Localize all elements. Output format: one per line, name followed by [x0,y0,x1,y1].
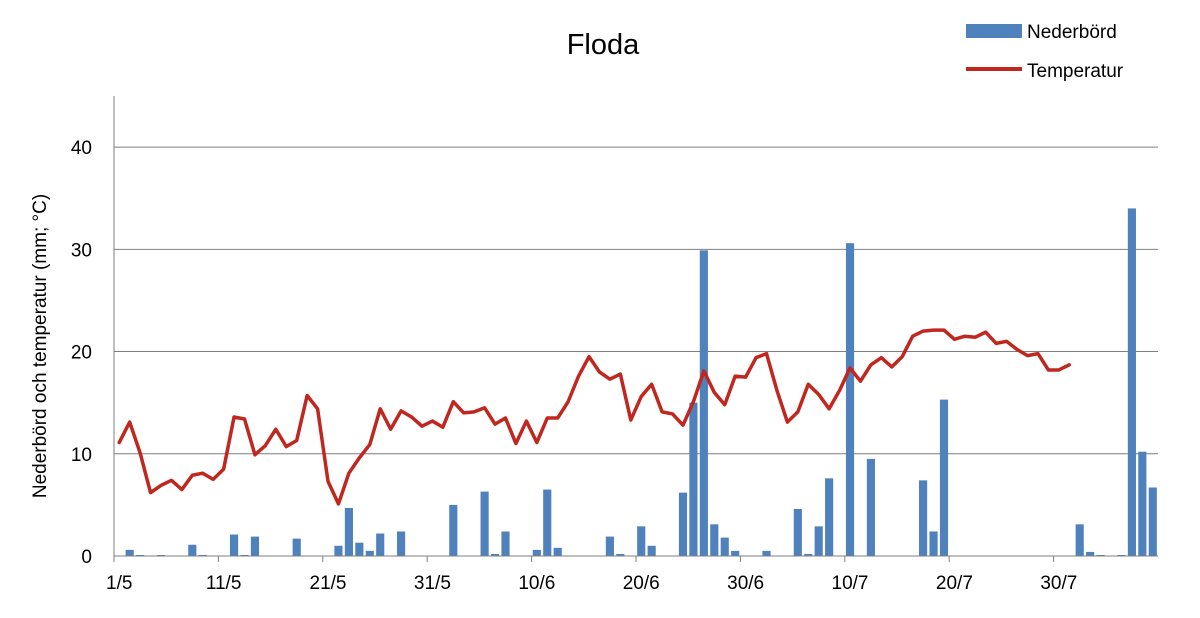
precipitation-bar [804,553,813,556]
precipitation-bar [1138,451,1147,556]
precipitation-bar [397,531,406,556]
precipitation-bar [689,402,698,556]
precipitation-bar [616,553,625,556]
x-axis-ticks: 1/5 11/5 21/5 31/5 10/6 20/6 30/6 10/7 20/7 30/7 [106,556,1077,594]
x-tick-label: 31/5 [414,573,451,594]
precipitation-bar [845,243,855,556]
precipitation-bar [1148,487,1157,556]
chart-title: Floda [567,29,640,61]
precipitation-bar [125,549,134,556]
precipitation-bar [449,504,458,556]
precipitation-bar [919,480,928,556]
precipitation-bar [543,489,552,556]
precipitation-bar [1127,208,1136,556]
precipitation-bar [344,507,353,556]
x-tick-label: 30/7 [1040,573,1077,594]
precipitation-bar [490,553,500,556]
precipitation-bar [229,534,239,556]
precipitation-bar [292,538,301,556]
precipitation-bars [125,208,1157,556]
precipitation-bar [532,549,541,556]
precipitation-bar [1075,524,1084,556]
legend-label-nederbord: Nederbörd [1027,22,1117,43]
precipitation-bar [334,545,343,556]
precipitation-bar [365,550,374,556]
y-tick-label: 30 [71,240,92,261]
precipitation-bar [1117,554,1126,556]
precipitation-bar [480,491,489,556]
precipitation-bar [198,554,207,556]
y-tick-label: 20 [71,343,92,364]
x-tick-label: 1/5 [106,573,132,594]
x-tick-label: 21/5 [310,573,347,594]
precipitation-bar [136,554,145,556]
precipitation-bar [553,547,562,556]
legend: Nederbörd Temperatur [966,22,1124,82]
x-tick-label: 10/6 [518,573,555,594]
precipitation-bar [355,542,364,556]
precipitation-bar [647,545,656,556]
precipitation-bar [762,550,771,556]
precipitation-bar [678,492,688,556]
y-axis-ticks: 0 10 20 30 40 [71,138,92,568]
precipitation-bar [188,544,197,556]
y-tick-label: 0 [81,547,92,568]
temperature-line [117,328,1072,506]
precipitation-bar [1086,551,1095,556]
x-tick-label: 20/6 [623,573,660,594]
x-tick-label: 11/5 [206,573,242,594]
precipitation-bar [250,536,260,556]
precipitation-bar [156,554,166,556]
precipitation-bar [866,458,875,556]
legend-swatch-nederbord [966,24,1022,38]
y-tick-label: 10 [71,445,92,466]
precipitation-bar [710,524,719,556]
precipitation-bar [605,536,614,556]
precipitation-bar [720,537,729,556]
temperature-line-layer [117,328,1072,506]
x-tick-label: 20/7 [936,573,973,594]
legend-label-temperatur: Temperatur [1027,61,1124,82]
precipitation-bar [637,526,646,556]
precipitation-bar [376,533,385,556]
y-tick-label: 40 [71,138,92,159]
grid-lines [114,146,1158,455]
precipitation-bar [1096,554,1105,556]
precipitation-bar [939,399,949,556]
axes [113,96,1158,557]
precipitation-bar [699,250,708,556]
precipitation-bar [793,508,802,556]
y-axis-title: Nederbörd och temperatur (mm; °C) [30,194,51,498]
precipitation-bar [929,531,938,556]
precipitation-bar [501,531,510,556]
precipitation-bar [825,478,834,556]
precipitation-bar [814,526,823,556]
precipitation-bar [240,554,249,556]
x-tick-label: 10/7 [832,573,869,594]
x-tick-label: 30/6 [727,573,764,594]
precipitation-bar [731,550,740,556]
